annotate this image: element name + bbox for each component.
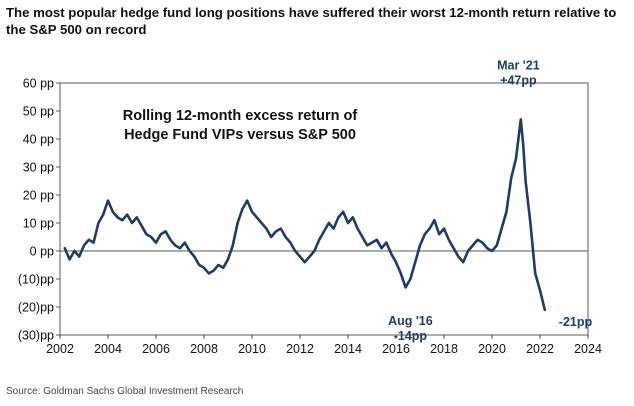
inset-title-line: Rolling 12-month excess return of bbox=[123, 108, 358, 124]
x-tick-label: 2002 bbox=[46, 342, 74, 356]
page-title: The most popular hedge fund long positio… bbox=[6, 5, 617, 37]
inset-title: Rolling 12-month excess return of Hedge F… bbox=[123, 108, 358, 143]
y-tick-label: (30)pp bbox=[18, 329, 54, 343]
annotations: Mar '21+47pp Aug '16-14pp -21pp bbox=[388, 58, 592, 343]
y-tick-label: 20 pp bbox=[23, 189, 54, 203]
annotation-label: Aug '16 bbox=[388, 314, 433, 328]
x-tick-label: 2012 bbox=[286, 342, 314, 356]
x-tick-label: 2024 bbox=[574, 342, 602, 356]
x-tick-label: 2022 bbox=[526, 342, 554, 356]
x-tick-label: 2008 bbox=[190, 342, 218, 356]
y-tick-label: (10)pp bbox=[18, 273, 54, 287]
annotation-label: +47pp bbox=[500, 73, 537, 87]
y-tick-label: 0 pp bbox=[30, 245, 54, 259]
annotation-label: -21pp bbox=[559, 315, 593, 329]
y-tick-label: (20)pp bbox=[18, 301, 54, 315]
x-tick-label: 2020 bbox=[478, 342, 506, 356]
y-tick-label: 40 pp bbox=[23, 133, 54, 147]
x-tick-label: 2018 bbox=[430, 342, 458, 356]
x-tick-label: 2006 bbox=[142, 342, 170, 356]
x-tick-label: 2016 bbox=[382, 342, 410, 356]
annotation-label: Mar '21 bbox=[497, 58, 540, 72]
y-tick-label: 50 pp bbox=[23, 105, 54, 119]
inset-title-line: Hedge Fund VIPs versus S&P 500 bbox=[124, 127, 356, 143]
source-note: Source: Goldman Sachs Global Investment … bbox=[6, 386, 244, 397]
plot-frame bbox=[59, 82, 589, 336]
y-tick-label: 60 pp bbox=[23, 77, 54, 91]
y-axis: 60 pp 50 pp 40 pp 30 pp 20 pp 10 pp 0 pp (10)pp… bbox=[18, 77, 60, 343]
annotation-label: -14pp bbox=[394, 329, 428, 343]
y-tick-label: 30 pp bbox=[23, 161, 54, 175]
x-tick-label: 2004 bbox=[94, 342, 122, 356]
x-axis: 2002 2004 2006 2008 2010 2012 2014 2016 2018 2020… bbox=[46, 335, 602, 356]
x-tick-label: 2010 bbox=[238, 342, 266, 356]
line-chart: 60 pp 50 pp 40 pp 30 pp 20 pp 10 pp 0 pp (10)pp… bbox=[18, 58, 602, 356]
plot-area bbox=[59, 82, 589, 336]
x-tick-label: 2014 bbox=[334, 342, 362, 356]
y-tick-label: 10 pp bbox=[23, 217, 54, 231]
series-line-0 bbox=[63, 118, 547, 312]
